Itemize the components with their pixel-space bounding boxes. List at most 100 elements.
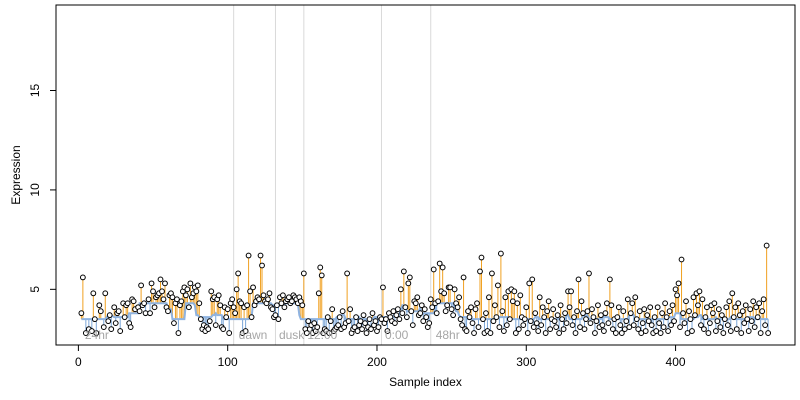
data-point <box>147 310 153 317</box>
data-point <box>436 260 443 267</box>
data-point <box>317 264 324 271</box>
data-point <box>397 286 404 293</box>
data-point <box>506 316 513 323</box>
data-point <box>750 298 757 305</box>
data-point <box>556 330 563 336</box>
data-point <box>748 318 755 325</box>
data-point <box>396 316 403 323</box>
data-point <box>720 330 727 336</box>
data-point <box>427 296 434 303</box>
data-point <box>563 320 570 327</box>
data-point <box>224 306 231 313</box>
data-point <box>130 298 137 305</box>
data-point <box>478 254 485 261</box>
data-point <box>327 318 334 325</box>
data-point <box>503 322 510 329</box>
data-point <box>393 312 400 319</box>
data-point <box>633 316 640 323</box>
data-point <box>280 292 286 299</box>
phase-label: 24hr <box>85 328 109 342</box>
data-point <box>345 318 352 325</box>
data-point <box>689 328 695 334</box>
data-point <box>329 306 336 313</box>
data-point <box>717 324 724 331</box>
data-point <box>536 294 543 301</box>
data-point <box>93 330 100 336</box>
data-point <box>245 252 252 259</box>
data-point <box>460 274 467 281</box>
data-point <box>595 302 601 309</box>
data-point <box>669 302 676 309</box>
data-point <box>514 300 521 307</box>
data-point <box>732 304 739 311</box>
data-point <box>515 326 522 332</box>
data-point <box>339 308 346 315</box>
data-point <box>399 310 406 317</box>
data-point <box>709 310 716 317</box>
data-point <box>444 302 451 309</box>
data-point <box>739 308 746 315</box>
data-point <box>97 308 104 315</box>
data-point <box>212 322 219 329</box>
data-point <box>108 326 115 332</box>
data-point <box>196 300 203 307</box>
data-point <box>632 294 639 301</box>
data-point <box>233 286 240 293</box>
data-point <box>624 296 631 303</box>
data-point <box>569 322 576 329</box>
data-point <box>429 304 436 311</box>
data-point <box>136 308 143 315</box>
data-point <box>193 288 200 295</box>
data-point <box>259 262 265 269</box>
data-point <box>520 322 527 329</box>
data-point <box>451 286 458 293</box>
data-point <box>493 314 500 321</box>
data-point <box>620 308 627 315</box>
data-point <box>457 316 464 323</box>
data-point <box>353 314 359 321</box>
data-point <box>475 324 482 331</box>
data-point <box>760 296 767 303</box>
data-point <box>698 322 704 329</box>
data-point <box>448 306 455 313</box>
data-point <box>642 328 649 334</box>
data-point <box>187 280 194 287</box>
data-point <box>581 326 588 332</box>
data-point <box>450 312 457 319</box>
data-point <box>208 288 215 295</box>
data-point <box>421 306 428 313</box>
data-point <box>335 322 342 329</box>
data-point <box>244 302 250 309</box>
y-tick-label: 5 <box>28 286 42 293</box>
data-point <box>583 316 589 323</box>
data-point <box>654 304 661 311</box>
data-point <box>745 328 752 334</box>
data-point <box>242 328 249 334</box>
data-point <box>662 300 669 307</box>
y-axis: 5 10 15 <box>28 84 57 293</box>
data-point <box>469 320 476 327</box>
data-point <box>150 288 156 295</box>
data-point <box>511 288 518 295</box>
data-point <box>639 320 646 327</box>
data-point <box>608 302 615 309</box>
data-point <box>497 250 504 257</box>
data-point <box>182 292 189 299</box>
data-point <box>690 294 697 301</box>
phase-label: 12:00 <box>307 328 337 342</box>
data-point <box>229 296 236 303</box>
data-point <box>215 292 222 299</box>
data-point <box>375 324 382 331</box>
data-point <box>553 324 560 331</box>
data-point <box>495 282 501 289</box>
data-point <box>344 270 351 277</box>
data-point <box>578 298 585 305</box>
data-point <box>526 280 533 287</box>
data-point <box>551 318 558 325</box>
phase-label: 0:00 <box>385 328 409 342</box>
data-point <box>369 310 376 317</box>
data-point <box>765 330 772 336</box>
data-point <box>157 276 164 283</box>
data-point <box>502 294 509 301</box>
data-point <box>318 272 325 279</box>
